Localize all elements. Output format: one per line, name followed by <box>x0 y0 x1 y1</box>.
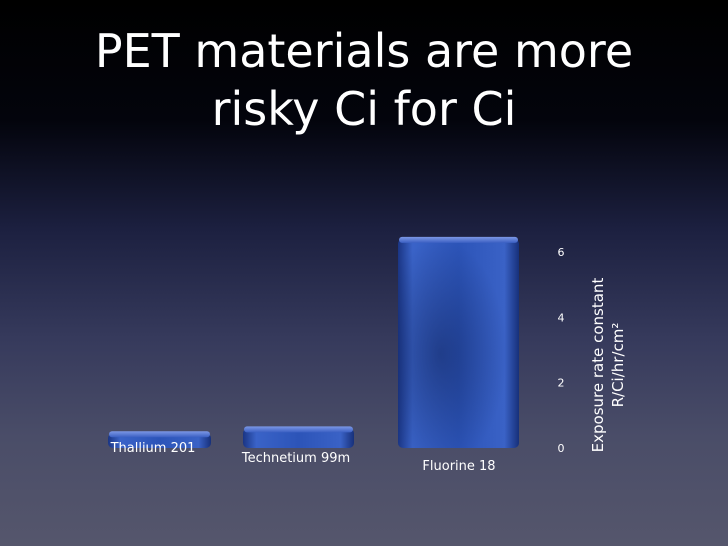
y-axis: 0 2 4 6 <box>558 246 565 455</box>
category-label-1: Thallium 201 <box>110 441 196 456</box>
y-axis-label-line-1: Exposure rate constant <box>589 277 607 453</box>
y-tick-label-2: 2 <box>558 377 565 390</box>
y-axis-label-line-2: R/Ci/hr/cm² <box>609 322 627 408</box>
y-tick-label-6: 6 <box>558 246 565 259</box>
bar-2-body <box>243 428 354 448</box>
slide-title-line-1: PET materials are more <box>94 24 634 78</box>
bars-group: Thallium 201 Technetium 99m Fluorine 18 <box>108 236 519 474</box>
y-tick-label-0: 0 <box>558 442 565 455</box>
category-label-2: Technetium 99m <box>241 451 350 466</box>
y-tick-label-4: 4 <box>558 311 565 324</box>
bar-3: Fluorine 18 <box>398 236 519 474</box>
category-label-3: Fluorine 18 <box>422 459 495 474</box>
bar-2-top <box>244 426 353 433</box>
bar-3-shading <box>398 238 519 448</box>
bar-3-top <box>399 236 518 243</box>
bar-1: Thallium 201 <box>108 431 211 456</box>
slide-title-line-2: risky Ci for Ci <box>211 82 517 136</box>
slide-title: PET materials are more risky Ci for Ci <box>0 22 728 138</box>
bar-2: Technetium 99m <box>241 426 354 466</box>
bar-1-top <box>109 431 210 438</box>
